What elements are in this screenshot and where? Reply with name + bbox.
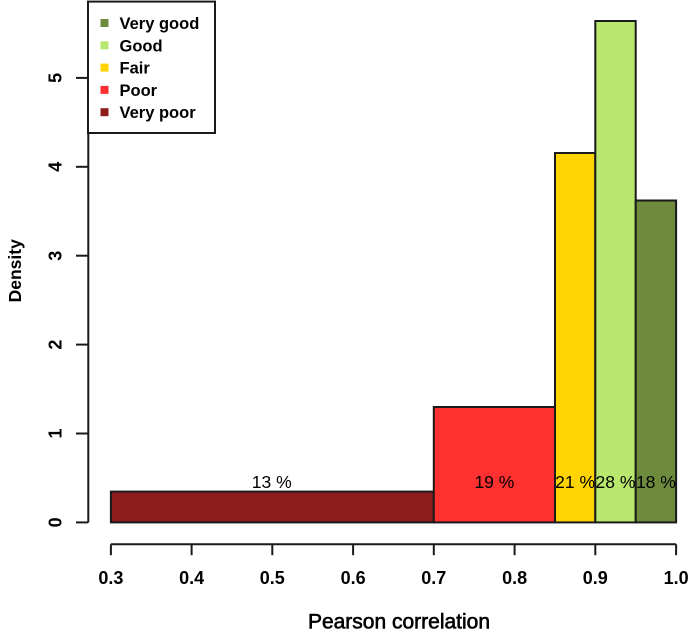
svg-text:Very good: Very good xyxy=(120,15,200,33)
svg-text:2: 2 xyxy=(46,340,66,350)
svg-text:0.3: 0.3 xyxy=(98,568,123,588)
svg-text:18 %: 18 % xyxy=(636,472,676,492)
svg-text:1.0: 1.0 xyxy=(664,568,689,588)
svg-text:21 %: 21 % xyxy=(555,472,595,492)
svg-text:Poor: Poor xyxy=(120,82,158,100)
svg-text:0: 0 xyxy=(46,517,66,527)
svg-text:0.5: 0.5 xyxy=(260,568,285,588)
svg-text:Fair: Fair xyxy=(120,60,151,78)
svg-text:Density: Density xyxy=(5,239,25,302)
svg-text:Good: Good xyxy=(120,37,163,55)
svg-text:0.7: 0.7 xyxy=(421,568,446,588)
svg-text:0.8: 0.8 xyxy=(502,568,527,588)
svg-text:1: 1 xyxy=(46,428,66,438)
svg-text:4: 4 xyxy=(46,162,66,172)
svg-text:3: 3 xyxy=(46,251,66,261)
svg-text:19 %: 19 % xyxy=(474,472,514,492)
svg-text:0.6: 0.6 xyxy=(341,568,366,588)
svg-text:Very poor: Very poor xyxy=(120,104,197,122)
svg-text:Pearson correlation: Pearson correlation xyxy=(308,611,490,631)
svg-text:0.9: 0.9 xyxy=(583,568,608,588)
svg-text:13 %: 13 % xyxy=(252,472,292,492)
svg-text:28 %: 28 % xyxy=(596,472,636,492)
svg-text:0.4: 0.4 xyxy=(179,568,204,588)
svg-text:5: 5 xyxy=(46,73,66,83)
